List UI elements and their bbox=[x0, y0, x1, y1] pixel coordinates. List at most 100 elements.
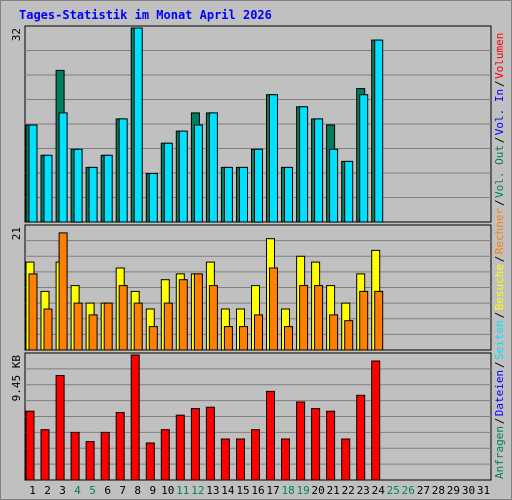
bar-bottom-volumen-day-14 bbox=[220, 438, 230, 481]
bar-bottom-volumen-day-9 bbox=[145, 442, 155, 481]
bar-top-dateien-day-5 bbox=[88, 166, 98, 223]
bar-bottom-volumen-day-2 bbox=[40, 429, 50, 481]
bar-middle-rechner-day-11 bbox=[178, 279, 188, 351]
bar-middle-rechner-day-7 bbox=[118, 285, 128, 351]
bar-top-dateien-day-24 bbox=[374, 39, 384, 223]
x-tick-label-day-9: 9 bbox=[149, 484, 156, 497]
bar-middle-rechner-day-15 bbox=[239, 326, 248, 351]
bar-top-dateien-day-1 bbox=[28, 124, 38, 223]
bar-middle-rechner-day-19 bbox=[299, 285, 309, 351]
bar-bottom-volumen-day-11 bbox=[175, 414, 185, 481]
x-tick-label-day-16: 16 bbox=[251, 484, 264, 497]
bar-top-dateien-day-23 bbox=[359, 94, 369, 223]
x-tick-label-day-24: 24 bbox=[372, 484, 386, 497]
bar-middle-rechner-day-21 bbox=[329, 314, 339, 351]
legend-separator: / bbox=[493, 256, 506, 263]
x-tick-label-day-21: 21 bbox=[327, 484, 340, 497]
legend-separator: / bbox=[493, 137, 506, 144]
x-tick-label-day-19: 19 bbox=[296, 484, 309, 497]
bar-middle-rechner-day-9 bbox=[148, 326, 158, 351]
bar-top-dateien-day-16 bbox=[254, 148, 263, 223]
bar-top-dateien-day-7 bbox=[118, 118, 128, 223]
x-tick-label-day-26: 26 bbox=[402, 484, 415, 497]
legend-separator: / bbox=[493, 312, 506, 319]
legend-rechner: Rechner bbox=[493, 207, 506, 254]
x-tick-label-day-2: 2 bbox=[44, 484, 51, 497]
bar-top-dateien-day-8 bbox=[133, 27, 143, 223]
bar-top-dateien-day-22 bbox=[344, 160, 354, 223]
bar-top-dateien-day-3 bbox=[58, 112, 68, 223]
bar-top-dateien-day-19 bbox=[299, 106, 309, 223]
legend-dateien: Dateien bbox=[493, 370, 506, 416]
bar-bottom-volumen-day-7 bbox=[115, 412, 125, 481]
bar-middle-rechner-day-18 bbox=[284, 326, 293, 351]
legend-besuche: Besuche bbox=[493, 264, 506, 310]
bar-middle-rechner-day-24 bbox=[374, 290, 384, 351]
legend-volumen: Volumen bbox=[493, 33, 506, 79]
bar-top-dateien-day-21 bbox=[329, 148, 339, 223]
legend-anfragen: Anfragen bbox=[493, 426, 506, 479]
bar-middle-rechner-day-4 bbox=[73, 302, 83, 351]
bar-bottom-volumen-day-1 bbox=[25, 410, 35, 481]
bar-middle-rechner-day-12 bbox=[193, 273, 203, 351]
x-tick-label-day-25: 25 bbox=[387, 484, 400, 497]
bar-bottom-volumen-day-3 bbox=[55, 375, 65, 481]
bar-bottom-volumen-day-4 bbox=[70, 431, 80, 481]
bar-bottom-volumen-day-12 bbox=[190, 408, 200, 481]
legend-seiten: Seiten bbox=[493, 320, 506, 360]
bar-middle-rechner-day-16 bbox=[254, 314, 263, 351]
x-tick-label-day-12: 12 bbox=[191, 484, 204, 497]
bar-middle-rechner-day-8 bbox=[133, 302, 143, 351]
bar-bottom-volumen-day-21 bbox=[326, 410, 336, 481]
bar-middle-rechner-day-17 bbox=[269, 267, 278, 351]
x-tick-label-day-15: 15 bbox=[236, 484, 249, 497]
x-tick-label-day-20: 20 bbox=[311, 484, 324, 497]
bar-middle-rechner-day-20 bbox=[314, 285, 324, 351]
x-tick-label-day-22: 22 bbox=[342, 484, 355, 497]
x-tick-label-day-11: 11 bbox=[176, 484, 189, 497]
x-tick-label-day-23: 23 bbox=[357, 484, 370, 497]
x-tick-label-day-31: 31 bbox=[477, 484, 490, 497]
bar-top-dateien-day-14 bbox=[223, 166, 233, 223]
legend-separator: / bbox=[493, 80, 506, 87]
bar-middle-rechner-day-13 bbox=[208, 285, 218, 351]
bar-bottom-volumen-day-8 bbox=[130, 354, 140, 481]
bar-top-dateien-day-17 bbox=[269, 94, 278, 223]
legend-separator: / bbox=[493, 418, 506, 425]
x-tick-label-day-8: 8 bbox=[134, 484, 141, 497]
chart-title: Tages-Statistik im Monat April 2026 bbox=[19, 8, 272, 22]
bar-top-dateien-day-12 bbox=[193, 124, 203, 223]
bar-bottom-volumen-day-24 bbox=[371, 360, 381, 481]
bar-middle-rechner-day-22 bbox=[344, 320, 354, 351]
bar-bottom-volumen-day-19 bbox=[296, 401, 306, 481]
legend-separator: / bbox=[493, 199, 506, 206]
x-tick-label-day-4: 4 bbox=[74, 484, 81, 497]
bar-bottom-volumen-day-18 bbox=[281, 438, 290, 481]
bar-top-dateien-day-20 bbox=[314, 118, 324, 223]
bar-bottom-volumen-day-10 bbox=[160, 429, 170, 481]
x-tick-label-day-29: 29 bbox=[447, 484, 460, 497]
x-tick-label-day-10: 10 bbox=[161, 484, 174, 497]
bar-middle-rechner-day-5 bbox=[88, 314, 98, 351]
x-tick-label-day-14: 14 bbox=[221, 484, 235, 497]
bar-top-dateien-day-11 bbox=[178, 130, 188, 223]
bar-top-dateien-day-10 bbox=[163, 142, 173, 223]
bar-middle-rechner-day-6 bbox=[103, 302, 113, 351]
x-tick-label-day-6: 6 bbox=[104, 484, 111, 497]
bar-bottom-volumen-day-6 bbox=[100, 431, 110, 481]
bar-top-dateien-day-2 bbox=[43, 154, 53, 223]
bar-bottom-volumen-day-22 bbox=[341, 438, 351, 481]
x-tick-label-day-17: 17 bbox=[266, 484, 279, 497]
bar-middle-rechner-day-3 bbox=[58, 232, 68, 351]
legend-vol-in: Vol. In bbox=[493, 89, 506, 135]
bar-bottom-volumen-day-13 bbox=[205, 406, 215, 481]
x-tick-label-day-13: 13 bbox=[206, 484, 219, 497]
x-tick-label-day-18: 18 bbox=[281, 484, 294, 497]
bar-middle-rechner-day-1 bbox=[28, 273, 38, 351]
bar-middle-rechner-day-10 bbox=[163, 302, 173, 351]
x-tick-label-day-3: 3 bbox=[59, 484, 66, 497]
panel-bottom-ymax-label: 9.45 KB bbox=[10, 355, 23, 402]
bar-middle-rechner-day-14 bbox=[223, 326, 233, 351]
